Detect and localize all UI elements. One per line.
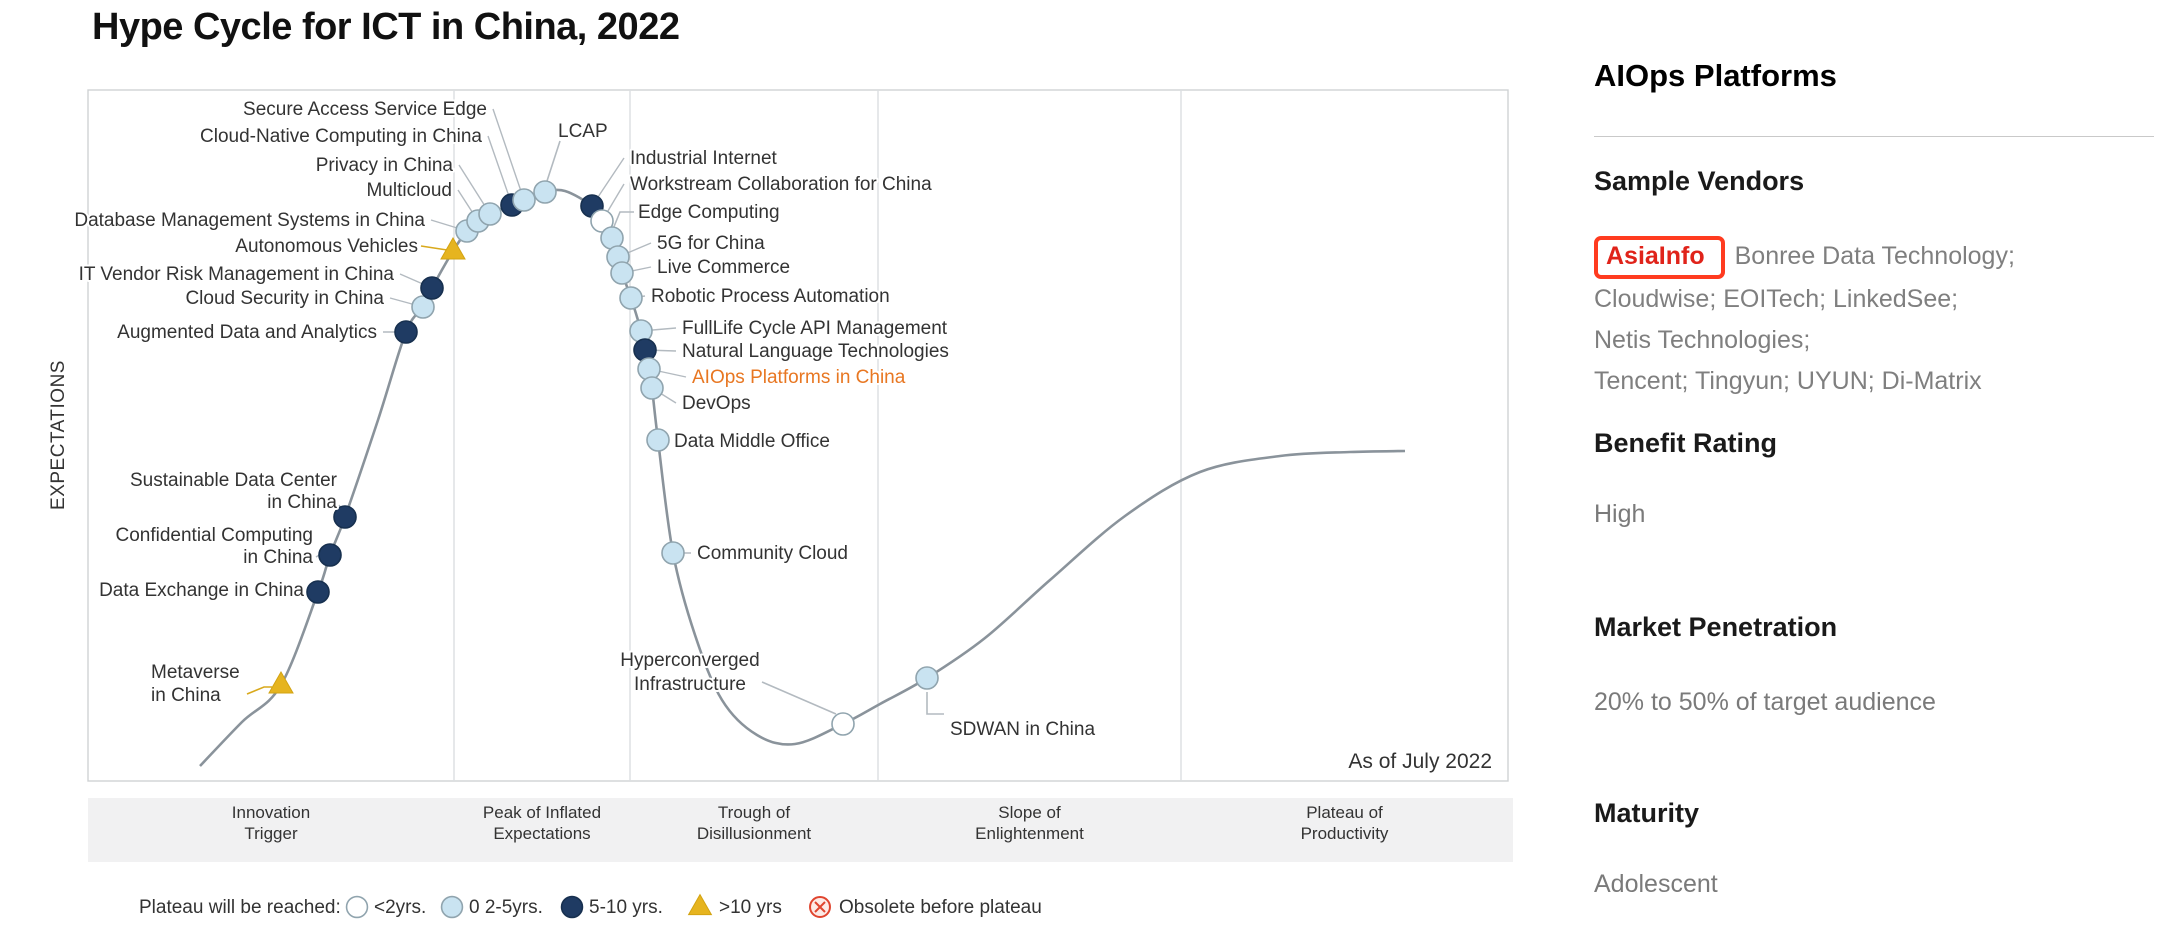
point-label-live-commerce: Live Commerce: [657, 257, 790, 278]
leader-line: [926, 692, 944, 715]
highlighted-vendor-asiainfo[interactable]: AsiaInfo: [1594, 236, 1725, 279]
light-marker: [411, 295, 435, 319]
phase-label: Plateau of Productivity: [1301, 803, 1389, 843]
vendor-line-1: Bonree Data Technology;: [1734, 242, 2015, 270]
point-label-industrial-internet: Industrial Internet: [630, 148, 778, 169]
maturity-value: Adolescent: [1594, 870, 1718, 898]
point-label-database-management-systems-in-china: Database Management Systems in China: [74, 210, 425, 231]
sample-vendors-heading: Sample Vendors: [1594, 166, 1805, 196]
point-label-secure-access-service-edge: Secure Access Service Edge: [243, 99, 487, 120]
point-label-augmented-data-and-analytics: Augmented Data and Analytics: [117, 322, 377, 343]
white-marker: [345, 895, 369, 919]
navy-marker: [420, 276, 444, 300]
obsolete-marker-x: [814, 901, 826, 913]
leader-line: [487, 135, 513, 206]
point-label-sdwan-in-china: SDWAN in China: [950, 719, 1095, 740]
maturity-heading: Maturity: [1594, 798, 1700, 828]
light-marker: [478, 202, 502, 226]
legend-label-navy: 5-10 yrs.: [589, 897, 663, 918]
market-penetration-heading: Market Penetration: [1594, 612, 1838, 642]
point-label-data-middle-office: Data Middle Office: [674, 431, 830, 452]
white-marker: [831, 712, 855, 736]
point-label-cloud-security-in-china: Cloud Security in China: [185, 288, 384, 309]
side-panel-title: AIOps Platforms: [1594, 58, 1837, 93]
legend-label-white: <2yrs.: [374, 897, 426, 918]
y-axis-label: EXPECTATIONS: [48, 360, 69, 510]
triangle-marker: [440, 236, 466, 260]
point-label-it-vendor-risk-management-in-china: IT Vendor Risk Management in China: [79, 264, 395, 285]
light-marker: [533, 180, 557, 204]
navy-marker: [333, 505, 357, 529]
legend-prefix: Plateau will be reached:: [139, 897, 341, 918]
phase-label: Slope of Enlightenment: [975, 803, 1084, 843]
light-marker: [440, 895, 464, 919]
navy-marker: [394, 320, 418, 344]
point-label-cloud-native-computing-in-china: Cloud-Native Computing in China: [200, 126, 482, 147]
sample-vendors-text: AsiaInfo Bonree Data Technology; Cloudwis…: [1594, 236, 2166, 402]
legend-label-obsolete: Obsolete before plateau: [839, 897, 1042, 918]
market-penetration-value: 20% to 50% of target audience: [1594, 688, 1936, 716]
triangle-marker: [268, 670, 294, 694]
navy-marker: [318, 543, 342, 567]
point-label-natural-language-technologies: Natural Language Technologies: [682, 341, 949, 362]
point-label-devops: DevOps: [682, 393, 751, 414]
phase-band: [88, 798, 1513, 862]
point-label-confidential-computing-in-china: Confidential Computing in China: [115, 525, 313, 568]
vendor-line-2: Cloudwise; EOITech; LinkedSee;: [1594, 285, 1959, 313]
light-marker: [915, 666, 939, 690]
phase-label: Peak of Inflated Expectations: [483, 803, 601, 843]
light-marker: [629, 319, 653, 343]
point-label-privacy-in-china: Privacy in China: [316, 155, 454, 176]
light-marker: [661, 541, 685, 565]
leader-line: [761, 681, 837, 715]
point-label-lcap: LCAP: [558, 121, 608, 142]
navy-marker: [633, 338, 657, 362]
leader-line: [612, 211, 634, 230]
light-marker: [619, 286, 643, 310]
point-label-workstream-collaboration-for-china: Workstream Collaboration for China: [630, 174, 932, 195]
point-label-aiops-platforms-in-china: AIOps Platforms in China: [692, 367, 906, 388]
light-marker: [610, 261, 634, 285]
point-label-data-exchange-in-china: Data Exchange in China: [99, 580, 304, 601]
benefit-rating-value: High: [1594, 500, 1646, 528]
leader-line: [246, 686, 272, 695]
point-label-community-cloud: Community Cloud: [697, 543, 848, 564]
phase-label: Trough of Disillusionment: [697, 803, 812, 843]
point-label-multicloud: Multicloud: [366, 180, 452, 201]
point-label-fulllife-cycle-api-management: FullLife Cycle API Management: [682, 318, 948, 339]
point-label-metaverse-in-china: Metaverse in China: [151, 662, 240, 706]
light-marker: [512, 188, 536, 212]
vendor-line-3: Netis Technologies;: [1594, 326, 1811, 354]
leader-line: [420, 245, 448, 251]
point-label-5g-for-china: 5G for China: [657, 233, 765, 254]
legend-label-light: 0 2-5yrs.: [469, 897, 543, 918]
leader-line: [492, 108, 525, 201]
point-label-robotic-process-automation: Robotic Process Automation: [651, 286, 890, 307]
phase-label: Innovation Trigger: [232, 803, 310, 843]
vendor-line-4: Tencent; Tingyun; UYUN; Di-Matrix: [1594, 367, 1982, 395]
light-marker: [646, 428, 670, 452]
benefit-rating-heading: Benefit Rating: [1594, 428, 1778, 458]
legend-label-triangle: >10 yrs: [719, 897, 782, 918]
navy-marker: [560, 895, 584, 919]
chart-title: Hype Cycle for ICT in China, 2022: [92, 6, 680, 48]
point-label-autonomous-vehicles: Autonomous Vehicles: [235, 236, 418, 257]
navy-marker: [306, 580, 330, 604]
light-marker: [640, 376, 664, 400]
side-panel-divider: [1594, 136, 2154, 137]
point-label-edge-computing: Edge Computing: [638, 202, 780, 223]
as-of-label: As of July 2022: [1348, 750, 1492, 773]
point-label-sustainable-data-center-in-china: Sustainable Data Center in China: [130, 470, 338, 513]
leader-line: [546, 140, 561, 182]
point-label-hyperconverged-infrastructure: Hyperconverged Infrastructure: [620, 650, 759, 695]
triangle-marker: [687, 893, 713, 916]
plot-border: [87, 89, 1509, 782]
